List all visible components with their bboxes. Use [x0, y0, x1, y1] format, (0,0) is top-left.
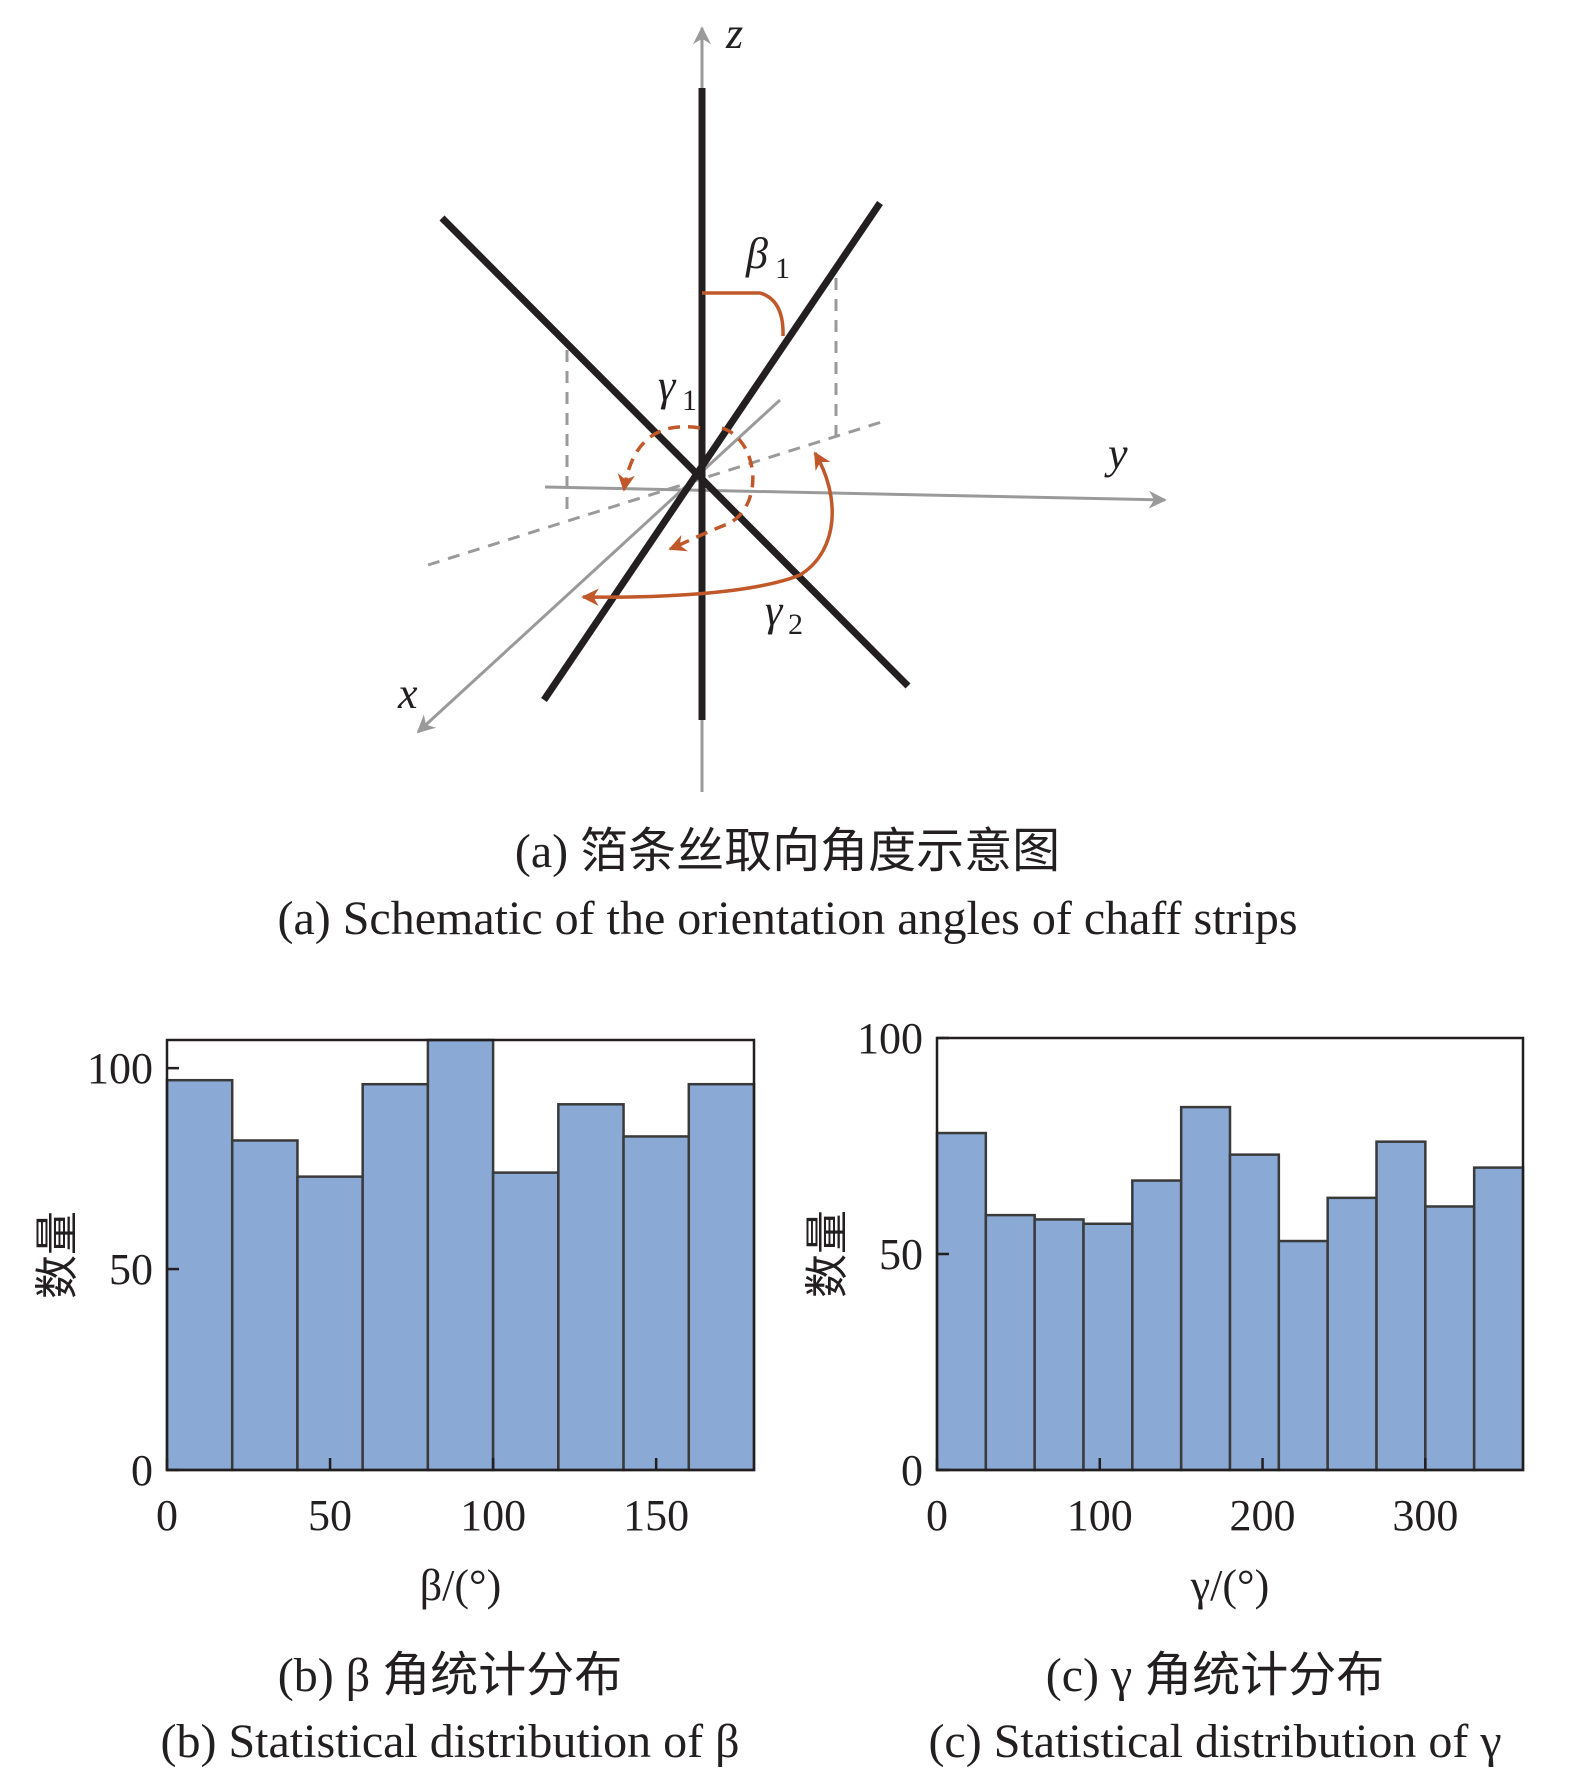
- histogram-bar: [1472, 1166, 1525, 1472]
- y-tick-label: 100: [857, 1014, 923, 1063]
- caption-b-cn: (b) β 角统计分布: [277, 1649, 623, 1702]
- histogram-bar: [984, 1213, 1036, 1472]
- histogram-bar: [687, 1082, 756, 1472]
- caption-a-cn: (a) 箔条丝取向角度示意图: [514, 825, 1061, 878]
- chaff-strip-1: [541, 201, 883, 702]
- x-axis-label: x: [397, 669, 418, 718]
- beta1-arc: [702, 291, 785, 337]
- x-tick-label: 100: [460, 1491, 526, 1540]
- x-axis-title: β/(°): [420, 1561, 502, 1610]
- gamma2-label: γ: [765, 586, 784, 635]
- x-tick-label: 50: [308, 1491, 352, 1540]
- x-tick-label: 200: [1230, 1491, 1296, 1540]
- histogram-bar: [1033, 1218, 1085, 1472]
- x-tick-label: 300: [1392, 1491, 1458, 1540]
- histogram-bar: [1375, 1140, 1427, 1472]
- gamma1-label: γ: [658, 361, 677, 410]
- histogram-bar: [1326, 1196, 1378, 1472]
- y-axis-title: 数量: [803, 1210, 852, 1298]
- gamma2-arc: [581, 451, 834, 606]
- x-tick-label: 0: [156, 1491, 178, 1540]
- histogram-bar: [935, 1131, 988, 1472]
- beta1-subscript: 1: [775, 252, 790, 285]
- y-axis-label: y: [1104, 429, 1128, 478]
- beta1-label: β: [745, 229, 768, 278]
- x-tick-label: 100: [1067, 1491, 1133, 1540]
- histogram-bar: [361, 1082, 430, 1472]
- histogram-bar: [426, 1038, 495, 1472]
- histogram-bar: [1424, 1205, 1476, 1472]
- orientation-schematic: z y x β 1 γ 1 γ 2: [397, 9, 1167, 792]
- histogram-bar: [1228, 1153, 1281, 1472]
- chaff-strip-2: [439, 215, 911, 689]
- histogram-bar: [1131, 1179, 1183, 1472]
- z-axis-label: z: [725, 9, 743, 58]
- beta-histogram: 0 50 100 150 0 50 100 β/(°) 数量: [33, 1038, 756, 1610]
- caption-c-en: (c) Statistical distribution of γ: [928, 1715, 1502, 1768]
- caption-a-en: (a) Schematic of the orientation angles …: [277, 892, 1298, 945]
- histogram-bar: [165, 1078, 234, 1472]
- histogram-bar: [1179, 1105, 1232, 1472]
- y-tick-label: 50: [879, 1230, 923, 1279]
- histogram-bar: [622, 1135, 691, 1472]
- histogram-bar: [296, 1175, 364, 1472]
- histogram-bar: [557, 1103, 625, 1472]
- y-tick-label: 0: [131, 1446, 153, 1495]
- plot-frame: [165, 1038, 756, 1472]
- y-axis-title: 数量: [33, 1211, 82, 1299]
- x-tick-label: 150: [623, 1491, 689, 1540]
- x-tick-label: 0: [926, 1491, 948, 1540]
- histogram-bar: [1082, 1222, 1134, 1472]
- caption-c-cn: (c) γ 角统计分布: [1045, 1649, 1385, 1702]
- gamma-histogram: 0 100 200 300 0 50 100 γ/(°) 数量: [803, 1014, 1525, 1610]
- histogram-bar: [1277, 1239, 1329, 1472]
- y-tick-label: 0: [901, 1446, 923, 1495]
- x-axis-title: γ/(°): [1190, 1561, 1270, 1610]
- caption-b-en: (b) Statistical distribution of β: [160, 1715, 740, 1768]
- x-axis: [416, 398, 782, 734]
- y-tick-label: 100: [87, 1044, 153, 1093]
- gamma2-subscript: 2: [788, 608, 803, 641]
- y-tick-label: 50: [109, 1245, 153, 1294]
- histogram-bar: [491, 1171, 560, 1472]
- histogram-bar: [230, 1139, 299, 1472]
- gamma1-subscript: 1: [682, 384, 697, 417]
